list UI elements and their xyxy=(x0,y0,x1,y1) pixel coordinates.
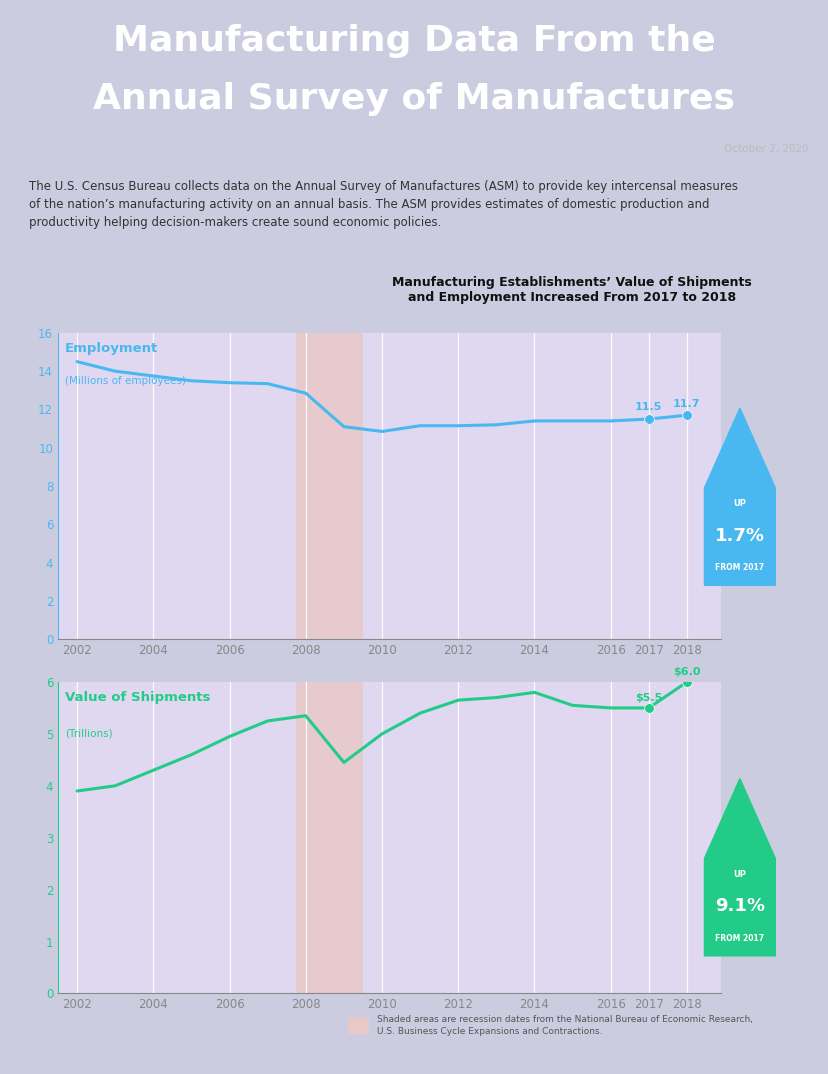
Text: October 2, 2020: October 2, 2020 xyxy=(723,144,807,155)
Text: 1.7%: 1.7% xyxy=(714,526,764,545)
Text: $6.0: $6.0 xyxy=(672,667,700,677)
Text: Manufacturing Establishments’ Value of Shipments
and Employment Increased From 2: Manufacturing Establishments’ Value of S… xyxy=(392,276,751,304)
Text: Shaded areas are recession dates from the National Bureau of Economic Research,
: Shaded areas are recession dates from th… xyxy=(377,1015,753,1035)
Bar xyxy=(296,333,363,639)
Bar xyxy=(296,682,363,993)
Text: UP: UP xyxy=(733,499,745,508)
Text: (Millions of employees): (Millions of employees) xyxy=(65,376,185,386)
Text: Employment: Employment xyxy=(65,343,157,355)
Text: 11.7: 11.7 xyxy=(672,398,700,408)
Text: Value of Shipments: Value of Shipments xyxy=(65,692,209,705)
Bar xyxy=(348,1017,368,1034)
Text: The U.S. Census Bureau collects data on the Annual Survey of Manufactures (ASM) : The U.S. Census Bureau collects data on … xyxy=(29,180,737,230)
Text: 11.5: 11.5 xyxy=(634,403,662,412)
Text: FROM 2017: FROM 2017 xyxy=(715,933,763,943)
Polygon shape xyxy=(704,408,774,585)
Text: $5.5: $5.5 xyxy=(634,693,662,702)
Polygon shape xyxy=(704,779,774,956)
Text: Annual Survey of Manufactures: Annual Survey of Manufactures xyxy=(94,82,734,116)
Text: FROM 2017: FROM 2017 xyxy=(715,563,763,572)
Text: UP: UP xyxy=(733,870,745,879)
Text: Manufacturing Data From the: Manufacturing Data From the xyxy=(113,25,715,58)
Text: 9.1%: 9.1% xyxy=(714,897,764,915)
Text: (Trillions): (Trillions) xyxy=(65,728,112,739)
